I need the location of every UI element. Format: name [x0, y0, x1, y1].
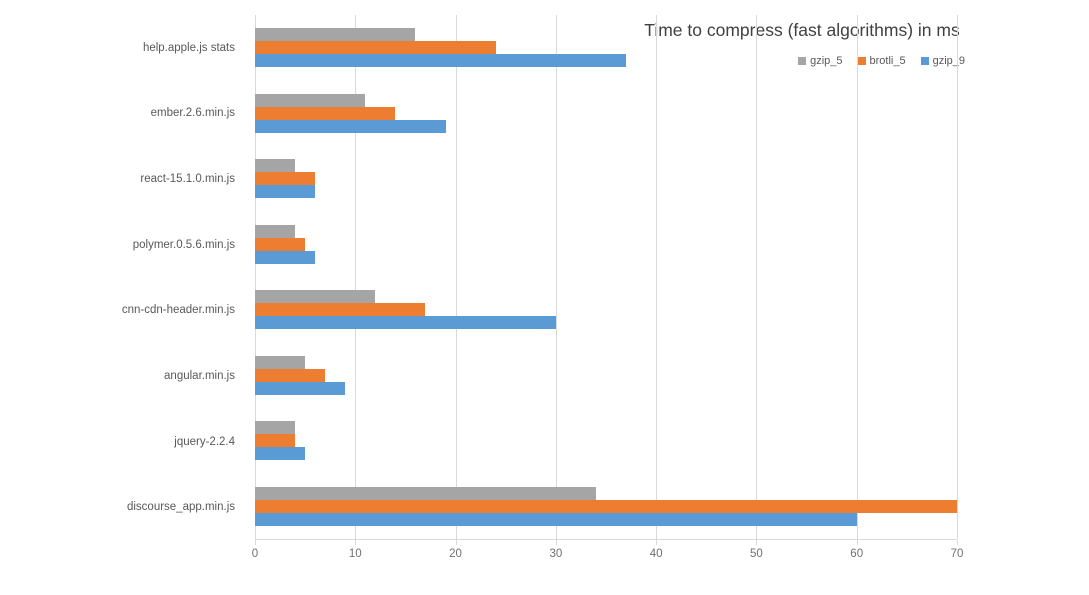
bar-brotli_5	[255, 303, 426, 317]
category-axis-labels: help.apple.js stats ember.2.6.min.js react…	[0, 15, 245, 540]
tick-mark-x-20	[455, 540, 457, 545]
tick-label-x-60: 60	[850, 548, 864, 560]
category-label: angular.min.js	[164, 369, 235, 382]
bar-brotli_5	[255, 368, 326, 382]
legend-label: gzip_9	[932, 55, 965, 67]
bar-gzip_9	[255, 381, 346, 395]
bar-gzip_5	[255, 355, 306, 369]
bar-brotli_5	[255, 237, 306, 251]
category-label: discourse_app.min.js	[126, 501, 235, 514]
bar-gzip_5	[255, 28, 416, 42]
bar-gzip_5	[255, 93, 366, 107]
legend-label: brotli_5	[869, 55, 906, 67]
bar-gzip_5	[255, 159, 296, 173]
bar-brotli_5	[255, 172, 316, 186]
category-label: ember.2.6.min.js	[150, 107, 235, 120]
tick-mark-x-50	[756, 540, 758, 545]
bar-group	[255, 277, 957, 343]
bar-gzip_5	[255, 486, 596, 500]
gridline-x-20	[455, 15, 457, 539]
gridline-x-30	[555, 15, 557, 539]
bar-group	[255, 474, 957, 540]
tick-mark-x-30	[555, 540, 557, 545]
x-axis-tick-marks	[255, 540, 958, 545]
tick-mark-x-10	[355, 540, 357, 545]
bar-gzip_9	[255, 185, 316, 199]
bar-gzip_9	[255, 119, 446, 133]
bar-gzip_9	[255, 447, 306, 461]
tick-label-x-10: 10	[348, 548, 362, 560]
chart-legend: gzip_5 brotli_5 gzip_9	[798, 54, 965, 68]
gridline-x-70	[957, 15, 958, 539]
bar-gzip_5	[255, 421, 296, 435]
legend-item-brotli_5: brotli_5	[857, 55, 906, 67]
category-label: help.apple.js stats	[142, 41, 235, 54]
tick-label-x-30: 30	[549, 548, 563, 560]
bar-group	[255, 343, 957, 409]
x-axis-tick-labels: 0 10 20 30 40 50 60 70	[251, 548, 964, 564]
category-label: react-15.1.0.min.js	[140, 173, 235, 186]
gridline-x-60	[856, 15, 858, 539]
tick-label-x-50: 50	[750, 548, 763, 560]
tick-mark-x-40	[656, 540, 658, 545]
tick-mark-x-60	[856, 540, 858, 545]
category-label: jquery-2.2.4	[174, 435, 235, 448]
bar-brotli_5	[255, 41, 496, 55]
bar-gzip_9	[255, 512, 857, 526]
gridline-x-10	[355, 15, 357, 539]
tick-label-x-0: 0	[251, 548, 259, 560]
bar-brotli_5	[255, 499, 957, 513]
tick-mark-x-70	[957, 540, 958, 545]
legend-swatch-icon	[798, 57, 807, 65]
bar-brotli_5	[255, 434, 296, 448]
bar-gzip_5	[255, 290, 376, 304]
legend-label: gzip_5	[810, 55, 843, 67]
bar-group	[255, 15, 957, 81]
gridline-x-40	[656, 15, 658, 539]
legend-swatch-icon	[920, 57, 929, 65]
tick-label-x-20: 20	[449, 548, 462, 560]
bar-gzip_9	[255, 250, 316, 264]
category-label: cnn-cdn-header.min.js	[121, 304, 235, 317]
bar-group	[255, 408, 957, 474]
gridline-x-50	[756, 15, 758, 539]
bar-gzip_9	[255, 316, 556, 330]
chart-title: Time to compress (fast algorithms) in ms	[644, 20, 960, 40]
category-label: polymer.0.5.6.min.js	[132, 238, 235, 251]
gridline-x-0	[255, 15, 256, 539]
tick-mark-x-0	[255, 540, 256, 545]
bar-group	[255, 81, 957, 147]
legend-item-gzip_5: gzip_5	[798, 55, 843, 67]
tick-label-x-70: 70	[950, 548, 964, 560]
bar-group	[255, 212, 957, 278]
bar-gzip_5	[255, 224, 296, 238]
bar-group	[255, 146, 957, 212]
bar-gzip_9	[255, 54, 627, 68]
legend-swatch-icon	[857, 57, 866, 65]
legend-item-gzip_9: gzip_9	[920, 55, 965, 67]
bar-brotli_5	[255, 106, 396, 120]
tick-label-x-40: 40	[649, 548, 663, 560]
plot-area	[255, 15, 958, 540]
